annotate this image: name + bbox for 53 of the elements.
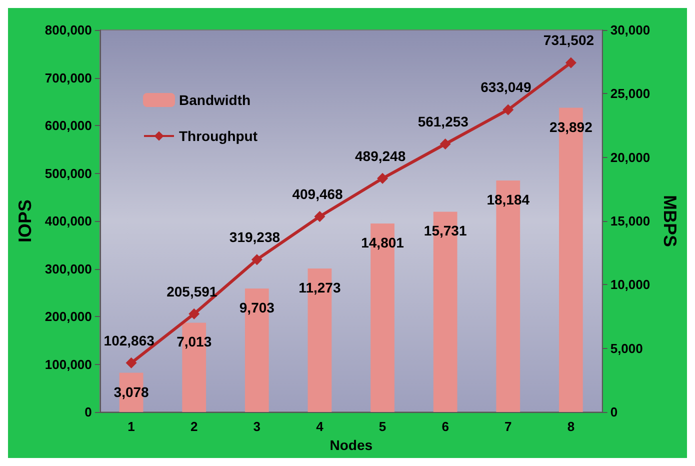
data-label: 7,013 xyxy=(176,334,212,350)
legend-label: Throughput xyxy=(179,128,258,144)
x-tick-label: 3 xyxy=(253,419,261,434)
y-tick-label: 600,000 xyxy=(44,118,92,133)
y-tick-label: 300,000 xyxy=(44,261,92,276)
x-tick-label: 5 xyxy=(378,419,386,434)
data-label: 319,238 xyxy=(229,229,280,246)
legend-label: Bandwidth xyxy=(179,92,251,108)
y2-tick-label: 30,000 xyxy=(610,22,650,38)
x-tick-label: 4 xyxy=(316,419,324,434)
y2-tick-label: 5,000 xyxy=(610,340,643,356)
data-label: 18,184 xyxy=(486,191,530,208)
point xyxy=(188,308,200,320)
data-label: 11,273 xyxy=(298,279,341,296)
point xyxy=(314,210,326,222)
y-tick-label: 0 xyxy=(84,404,92,420)
y-tick-label: 800,000 xyxy=(44,22,92,38)
y2-tick-label: 20,000 xyxy=(610,150,650,165)
y-tick-label: 100,000 xyxy=(44,356,92,372)
data-label: 3,078 xyxy=(114,384,150,400)
data-label: 633,049 xyxy=(480,79,532,96)
y2-tick-label: 0 xyxy=(610,404,618,420)
point xyxy=(377,172,388,184)
point xyxy=(565,57,576,68)
x-tick-label: 8 xyxy=(567,419,575,434)
y-axis-title: IOPS xyxy=(15,199,35,243)
data-label: 409,468 xyxy=(292,186,344,202)
x-tick-label: 7 xyxy=(504,419,512,434)
data-label: 14,801 xyxy=(361,234,404,251)
y2-tick-label: 15,000 xyxy=(610,214,650,228)
data-label: 561,253 xyxy=(418,114,469,130)
point xyxy=(251,254,262,266)
data-label: 205,591 xyxy=(166,283,218,300)
y2-tick-label: 10,000 xyxy=(610,277,650,292)
point xyxy=(440,138,451,150)
x-tick-label: 1 xyxy=(128,419,135,434)
point xyxy=(502,104,514,116)
y-tick-label: 400,000 xyxy=(44,214,92,228)
y-tick-label: 500,000 xyxy=(44,166,92,181)
point xyxy=(126,357,137,368)
x-tick-label: 6 xyxy=(442,419,449,434)
x-axis-title: Nodes xyxy=(330,437,373,453)
data-label: 489,248 xyxy=(355,148,406,164)
data-label: 15,731 xyxy=(424,222,467,239)
y-tick-label: 200,000 xyxy=(44,309,92,324)
data-label: 23,892 xyxy=(550,118,593,135)
y2-axis-title: MBPS xyxy=(660,194,680,248)
x-tick-label: 2 xyxy=(190,419,198,434)
data-label: 9,703 xyxy=(239,299,275,316)
data-label: 731,502 xyxy=(543,32,594,48)
y2-tick-label: 25,000 xyxy=(610,86,650,102)
y-tick-label: 700,000 xyxy=(44,70,92,86)
data-label: 102,863 xyxy=(104,332,155,348)
